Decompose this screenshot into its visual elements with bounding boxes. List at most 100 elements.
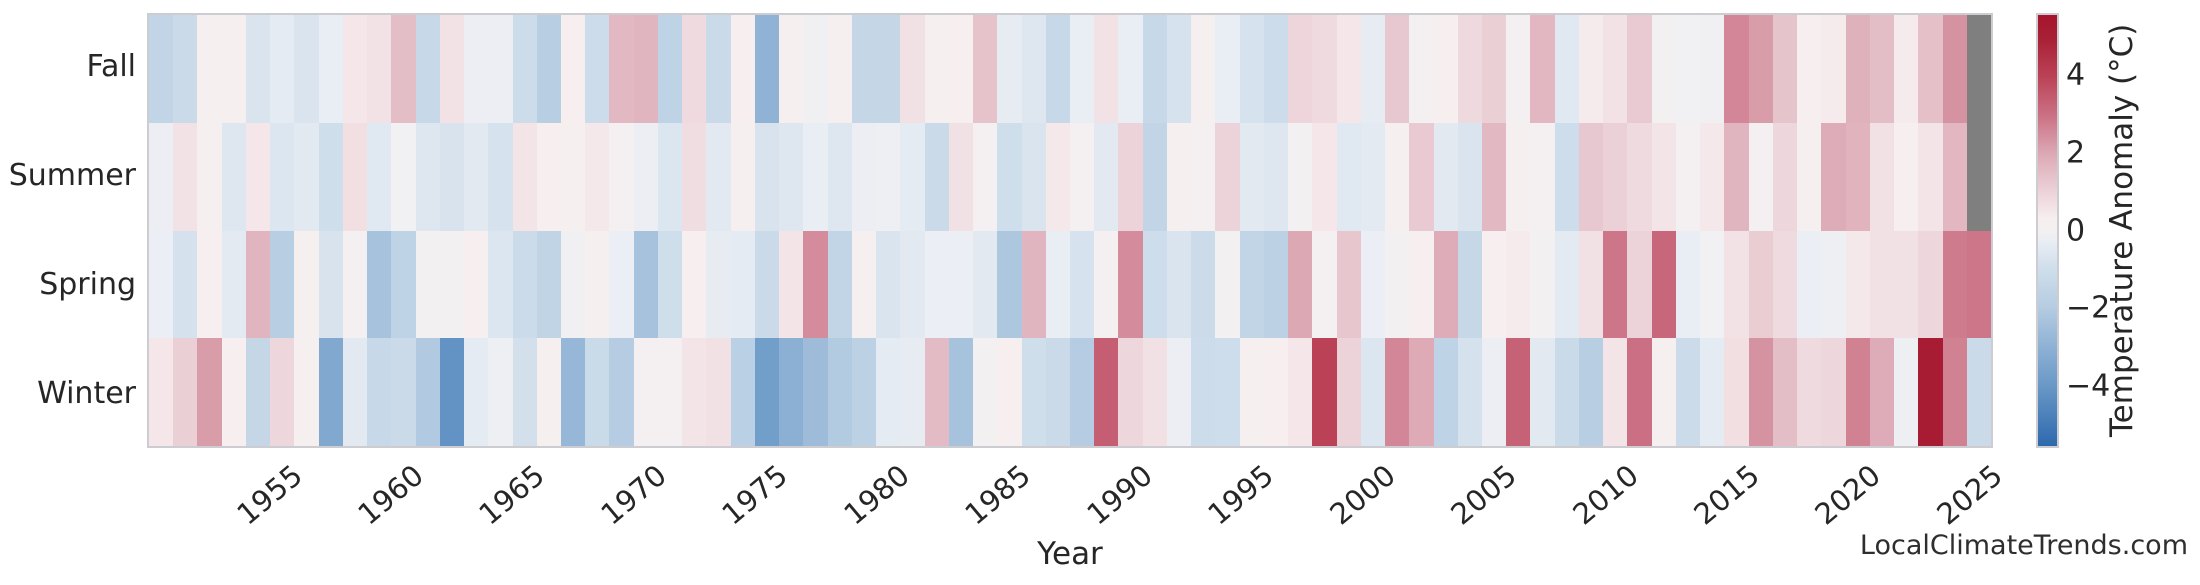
heatmap-cell <box>1530 230 1555 339</box>
heatmap-cell <box>1506 122 1531 231</box>
heatmap-cell <box>1748 230 1773 339</box>
heatmap-cell <box>1797 230 1822 339</box>
heatmap-cell <box>779 338 804 446</box>
heatmap-cell <box>1530 15 1555 123</box>
heatmap-cell <box>827 230 852 339</box>
heatmap-cell <box>1094 122 1119 231</box>
heatmap-cell <box>1578 122 1604 231</box>
heatmap-cell <box>1360 338 1386 446</box>
heatmap-cell <box>997 230 1022 339</box>
heatmap-cell <box>1094 338 1119 446</box>
heatmap-cell <box>488 338 513 446</box>
heatmap-cell <box>1675 338 1701 446</box>
heatmap-cell <box>1021 230 1046 339</box>
heatmap-cell <box>270 122 295 231</box>
heatmap-cell <box>270 338 295 446</box>
heatmap-cell <box>1700 15 1725 123</box>
heatmap-cell <box>294 338 319 446</box>
heatmap-cell <box>245 230 271 339</box>
heatmap-cell <box>1288 230 1313 339</box>
heatmap-cell <box>779 122 804 231</box>
heatmap-cell <box>1118 122 1143 231</box>
heatmap-cell <box>997 15 1022 123</box>
heatmap-cell <box>1869 230 1895 339</box>
heatmap-cell <box>488 230 513 339</box>
heatmap-cell <box>1578 15 1604 123</box>
heatmap-cell <box>706 122 731 231</box>
heatmap-cell <box>1312 15 1337 123</box>
x-tick-label-1975: 1975 <box>715 458 794 532</box>
heatmap-cell <box>1288 338 1313 446</box>
heatmap-cell <box>1069 122 1095 231</box>
heatmap-cell <box>1675 122 1701 231</box>
heatmap-cell <box>1966 230 1991 339</box>
heatmap-cell <box>1554 230 1579 339</box>
heatmap-cell <box>1894 338 1919 446</box>
x-tick-label-2000: 2000 <box>1323 458 1402 532</box>
heatmap-cell <box>1409 338 1434 446</box>
x-tick-label-1960: 1960 <box>351 458 430 532</box>
heatmap-cell <box>149 338 174 446</box>
heatmap-cell <box>827 122 852 231</box>
heatmap-cell <box>730 15 755 123</box>
heatmap-cell <box>851 122 877 231</box>
heatmap-cell <box>1288 15 1313 123</box>
heatmap-cell <box>1966 15 1991 123</box>
x-tick-label-2005: 2005 <box>1444 458 1523 532</box>
heatmap-cell <box>1918 15 1943 123</box>
heatmap-cell <box>1239 230 1264 339</box>
heatmap-cell <box>924 230 949 339</box>
heatmap-cell <box>1045 15 1070 123</box>
heatmap-cell <box>1894 122 1919 231</box>
heatmap-cell <box>1845 230 1870 339</box>
heatmap-cell <box>1821 122 1846 231</box>
heatmap-cell <box>997 122 1022 231</box>
heatmap-cell <box>464 230 489 339</box>
heatmap-cell <box>1409 122 1434 231</box>
heatmap-cell <box>585 230 610 339</box>
colorbar-tick-label-4: 4 <box>2066 57 2086 93</box>
heatmap-cell <box>754 122 780 231</box>
heatmap-cell <box>1821 338 1846 446</box>
heatmap-cell <box>245 122 271 231</box>
heatmap-cell <box>1360 15 1386 123</box>
heatmap-cell <box>342 15 368 123</box>
heatmap-cell <box>1942 122 1967 231</box>
heatmap-cell <box>464 338 489 446</box>
x-tick-label-1995: 1995 <box>1201 458 1280 532</box>
heatmap-cell <box>1385 15 1410 123</box>
heatmap-cell <box>1894 15 1919 123</box>
heatmap-cell <box>973 15 998 123</box>
heatmap-cell <box>391 15 416 123</box>
heatmap-cell <box>561 15 586 123</box>
heatmap-cell <box>1336 338 1361 446</box>
heatmap-cell <box>948 122 974 231</box>
y-axis-labels: Fall Summer Spring Winter <box>0 13 136 448</box>
heatmap-cell <box>1385 122 1410 231</box>
heatmap-cell <box>149 230 174 339</box>
heatmap-cell <box>1045 338 1070 446</box>
heatmap-cell <box>1554 122 1579 231</box>
heatmap-cell <box>1845 338 1870 446</box>
heatmap-cell <box>1869 338 1895 446</box>
heatmap-cell <box>512 122 537 231</box>
heatmap-cell <box>245 338 271 446</box>
heatmap-cell <box>1627 15 1652 123</box>
heatmap-cell <box>294 230 319 339</box>
heatmap-cell <box>1894 230 1919 339</box>
heatmap-cell <box>1748 338 1773 446</box>
heatmap-cell <box>900 15 925 123</box>
heatmap-cell <box>342 230 368 339</box>
heatmap-cell <box>270 15 295 123</box>
heatmap-cell <box>803 15 828 123</box>
heatmap-cell <box>1724 122 1749 231</box>
heatmap-cell <box>1651 122 1676 231</box>
colorbar-tick-label--4: −4 <box>2066 368 2111 404</box>
heatmap-row-fall <box>149 15 1991 123</box>
heatmap-cell <box>1772 230 1798 339</box>
heatmap-cell <box>706 15 731 123</box>
heatmap-cell <box>1191 230 1216 339</box>
heatmap-cell <box>342 122 368 231</box>
heatmap-cell <box>609 230 634 339</box>
heatmap-cell <box>1263 122 1289 231</box>
